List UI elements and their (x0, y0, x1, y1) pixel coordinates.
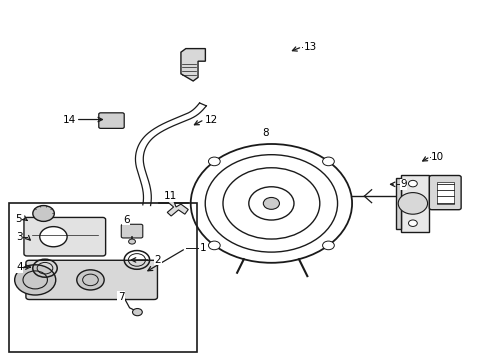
FancyBboxPatch shape (121, 224, 142, 238)
Bar (395, 178, 400, 229)
Circle shape (322, 241, 334, 250)
Circle shape (263, 197, 279, 210)
Circle shape (15, 265, 56, 295)
Text: 7: 7 (118, 292, 124, 302)
Circle shape (397, 193, 427, 214)
Text: 6: 6 (122, 215, 129, 225)
Text: 8: 8 (262, 128, 268, 138)
Polygon shape (181, 49, 205, 81)
Circle shape (128, 239, 135, 244)
Text: 4: 4 (16, 262, 23, 272)
Circle shape (132, 309, 142, 316)
Circle shape (322, 157, 334, 166)
Bar (436, 181, 453, 204)
Circle shape (77, 270, 104, 290)
Circle shape (208, 241, 220, 250)
Circle shape (407, 180, 416, 187)
Text: 3: 3 (16, 232, 23, 242)
Polygon shape (167, 201, 188, 216)
FancyBboxPatch shape (99, 113, 124, 129)
Circle shape (40, 227, 67, 247)
FancyBboxPatch shape (24, 217, 105, 256)
Bar (400, 175, 428, 232)
Text: 2: 2 (154, 255, 161, 265)
Text: 11: 11 (163, 191, 177, 201)
Text: 10: 10 (430, 152, 443, 162)
Circle shape (407, 220, 416, 226)
FancyBboxPatch shape (26, 260, 157, 300)
Text: 1: 1 (199, 243, 206, 253)
Text: 5: 5 (15, 213, 22, 224)
Text: 12: 12 (204, 114, 218, 125)
Text: 9: 9 (399, 179, 406, 189)
Bar (9, 203, 197, 352)
Circle shape (33, 206, 54, 221)
Text: 14: 14 (62, 114, 76, 125)
Circle shape (208, 157, 220, 166)
Text: 13: 13 (303, 42, 317, 52)
FancyBboxPatch shape (428, 176, 460, 210)
